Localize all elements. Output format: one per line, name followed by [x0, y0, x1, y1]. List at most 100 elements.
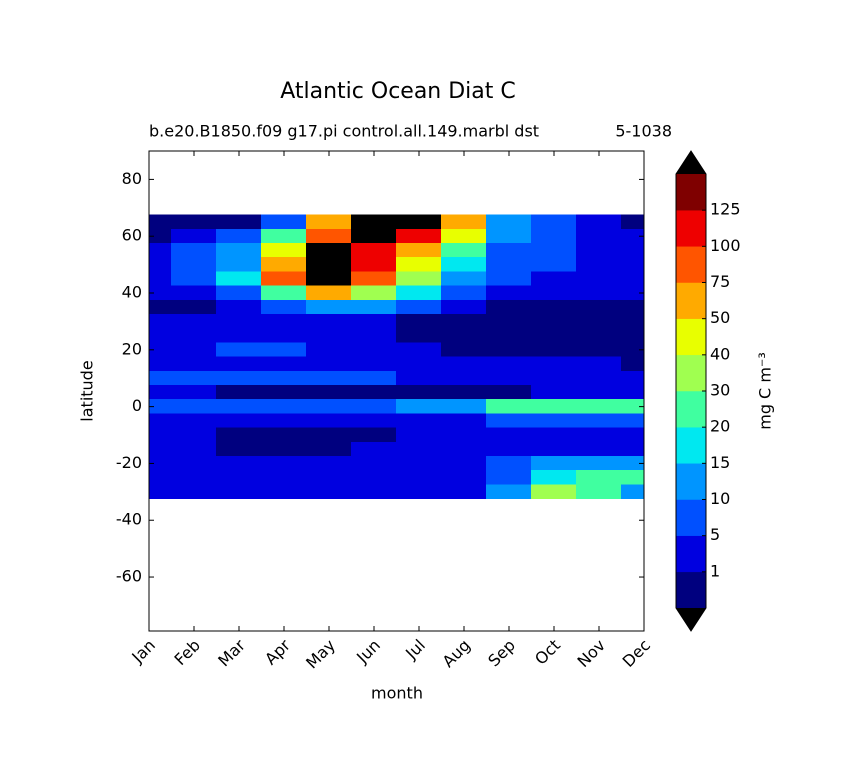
contour-cell [261, 271, 307, 287]
contour-cell [576, 399, 622, 415]
contour-cell [531, 342, 577, 358]
contour-cell [306, 214, 352, 230]
contour-cell [216, 470, 262, 486]
contour-cell [576, 456, 622, 471]
contour-cell [486, 214, 532, 230]
contour-cell [531, 328, 577, 344]
contour-cell [216, 456, 262, 471]
contour-cell [351, 413, 397, 429]
contour-cell [531, 385, 577, 400]
chart-title: Atlantic Ocean Diat C [280, 79, 516, 104]
contour-cell [306, 342, 352, 358]
contour-cell [621, 328, 645, 344]
contour-cell [171, 314, 217, 329]
contour-cell [148, 470, 172, 486]
contour-cell [576, 385, 622, 400]
contour-cell [216, 370, 262, 386]
contour-cell [396, 456, 442, 471]
contour-cell [261, 228, 307, 244]
contour-cell [396, 399, 442, 415]
contour-cell [351, 257, 397, 273]
contour-cell [576, 243, 622, 258]
contour-cell [306, 399, 352, 415]
contour-cell [216, 257, 262, 273]
contour-cell [531, 299, 577, 315]
contour-cell [486, 314, 532, 329]
contour-cell [351, 370, 397, 386]
contour-cell [486, 243, 532, 258]
colorbar-label: mg C m⁻³ [756, 352, 775, 430]
contour-cell [171, 271, 217, 287]
contour-cell [396, 271, 442, 287]
contour-cell [351, 228, 397, 244]
contour-cell [171, 484, 217, 500]
y-tick-label: 40 [122, 283, 142, 302]
y-axis-label: latitude [78, 360, 97, 421]
subtitle-left: b.e20.B1850.f09 g17.pi control.all.149.m… [149, 122, 539, 141]
contour-cell [621, 385, 645, 400]
contour-cell [621, 214, 645, 230]
contour-cell [621, 314, 645, 329]
contour-cell [351, 456, 397, 471]
contour-cell [306, 257, 352, 273]
contour-cell [441, 214, 487, 230]
colorbar-bin [675, 463, 707, 500]
contour-cell [576, 356, 622, 372]
contour-cell [261, 484, 307, 500]
colorbar-bin [675, 426, 707, 464]
contour-cell [216, 271, 262, 287]
contour-cell [486, 370, 532, 386]
contour-cell [261, 257, 307, 273]
contour-cell [531, 214, 577, 230]
contour-cell [351, 328, 397, 344]
contour-cell [306, 314, 352, 329]
colorbar-extend-top [676, 151, 706, 174]
contour-cell [306, 271, 352, 287]
contour-cell [576, 214, 622, 230]
contour-cell [396, 427, 442, 443]
contour-cell [621, 484, 645, 500]
contour-cell [261, 456, 307, 471]
contour-cell [396, 314, 442, 329]
contour-cell [351, 342, 397, 358]
contour-cell [171, 413, 217, 429]
contour-cell [486, 356, 532, 372]
contour-cell [306, 484, 352, 500]
contour-cell [306, 328, 352, 344]
contour-cell [486, 342, 532, 358]
contour-cell [531, 456, 577, 471]
contour-cell [216, 314, 262, 329]
contour-cell [261, 299, 307, 315]
contour-cell [171, 456, 217, 471]
contour-cell [486, 413, 532, 429]
contour-cell [306, 228, 352, 244]
contour-cell [306, 370, 352, 386]
contour-cell [576, 441, 622, 457]
contour-cell [531, 356, 577, 372]
contour-cell [396, 243, 442, 258]
contour-cell [148, 214, 172, 230]
contour-cell [171, 342, 217, 358]
contour-cell [396, 299, 442, 315]
contour-cell [216, 413, 262, 429]
contour-cell [216, 228, 262, 244]
colorbar-tick-label: 50 [710, 308, 730, 327]
contour-cell [486, 299, 532, 315]
contour-cell [171, 370, 217, 386]
contour-cell [396, 328, 442, 344]
contour-cell [576, 342, 622, 358]
contour-cell [576, 427, 622, 443]
contour-cell [216, 214, 262, 230]
contour-cell [351, 385, 397, 400]
colorbar-bin [675, 390, 707, 428]
contour-cell [351, 427, 397, 443]
contour-cell [531, 271, 577, 287]
contour-cell [396, 484, 442, 500]
contour-cell [531, 314, 577, 329]
colorbar-tick-label: 125 [710, 200, 741, 219]
contour-cell [148, 328, 172, 344]
colorbar-tick-label: 15 [710, 453, 730, 472]
contour-cell [486, 441, 532, 457]
colorbar-bin [675, 499, 707, 536]
